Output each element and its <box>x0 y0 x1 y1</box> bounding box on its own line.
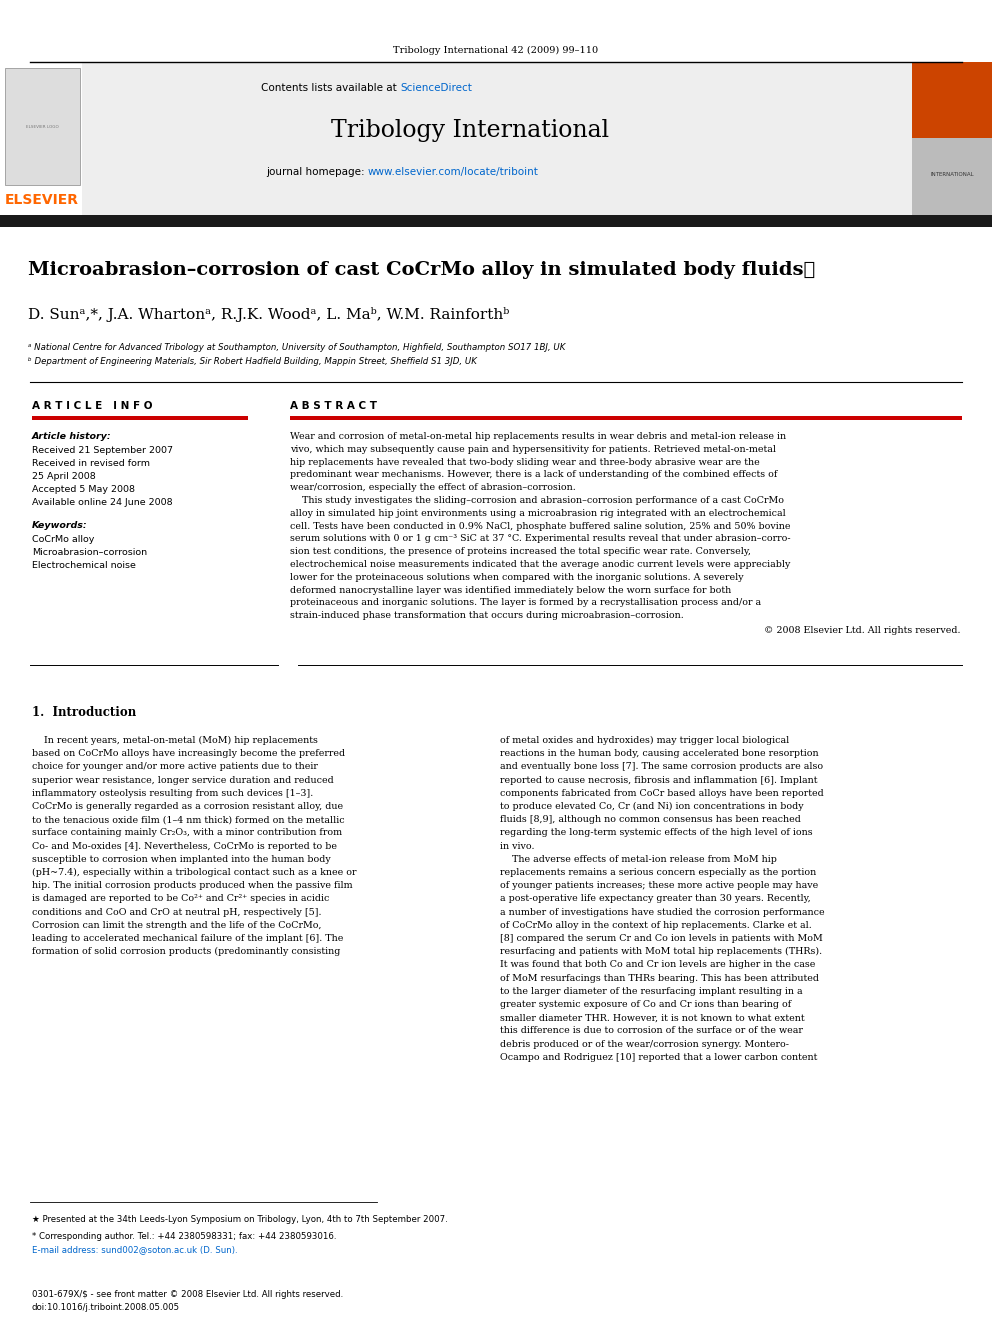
Text: 0301-679X/$ - see front matter © 2008 Elsevier Ltd. All rights reserved.: 0301-679X/$ - see front matter © 2008 El… <box>32 1290 343 1299</box>
Text: © 2008 Elsevier Ltd. All rights reserved.: © 2008 Elsevier Ltd. All rights reserved… <box>764 626 960 635</box>
Bar <box>32 415 248 419</box>
Text: Available online 24 June 2008: Available online 24 June 2008 <box>32 497 173 507</box>
Text: The adverse effects of metal-ion release from MoM hip: The adverse effects of metal-ion release… <box>500 855 777 864</box>
Text: sion test conditions, the presence of proteins increased the total specific wear: sion test conditions, the presence of pr… <box>290 548 751 556</box>
Bar <box>0 62 82 216</box>
Text: I N T E R N A T I O N A L: I N T E R N A T I O N A L <box>923 110 981 115</box>
Text: * Corresponding author. Tel.: +44 2380598331; fax: +44 2380593016.: * Corresponding author. Tel.: +44 238059… <box>32 1232 336 1241</box>
Text: surface containing mainly Cr₂O₃, with a minor contribution from: surface containing mainly Cr₂O₃, with a … <box>32 828 342 837</box>
Text: alloy in simulated hip joint environments using a microabrasion rig integrated w: alloy in simulated hip joint environment… <box>290 509 786 517</box>
Text: vivo, which may subsequently cause pain and hypersensitivity for patients. Retri: vivo, which may subsequently cause pain … <box>290 445 776 454</box>
Text: ELSEVIER LOGO: ELSEVIER LOGO <box>26 124 59 130</box>
Text: Co- and Mo-oxides [4]. Nevertheless, CoCrMo is reported to be: Co- and Mo-oxides [4]. Nevertheless, CoC… <box>32 841 337 851</box>
Text: In recent years, metal-on-metal (MoM) hip replacements: In recent years, metal-on-metal (MoM) hi… <box>32 736 317 745</box>
Text: D. Sunᵃ,*, J.A. Whartonᵃ, R.J.K. Woodᵃ, L. Maᵇ, W.M. Rainforthᵇ: D. Sunᵃ,*, J.A. Whartonᵃ, R.J.K. Woodᵃ, … <box>28 307 509 323</box>
Text: Wear and corrosion of metal-on-metal hip replacements results in wear debris and: Wear and corrosion of metal-on-metal hip… <box>290 433 786 441</box>
Text: Microabrasion–corrosion: Microabrasion–corrosion <box>32 548 147 557</box>
Text: Contents lists available at: Contents lists available at <box>261 83 400 93</box>
Text: www.elsevier.com/locate/triboint: www.elsevier.com/locate/triboint <box>368 167 539 177</box>
Text: smaller diameter THR. However, it is not known to what extent: smaller diameter THR. However, it is not… <box>500 1013 805 1023</box>
Text: Ocampo and Rodriguez [10] reported that a lower carbon content: Ocampo and Rodriguez [10] reported that … <box>500 1053 817 1062</box>
Text: hip replacements have revealed that two-body sliding wear and three-body abrasiv: hip replacements have revealed that two-… <box>290 458 760 467</box>
Text: in vivo.: in vivo. <box>500 841 535 851</box>
Text: ScienceDirect: ScienceDirect <box>400 83 472 93</box>
Text: debris produced or of the wear/corrosion synergy. Montero-: debris produced or of the wear/corrosion… <box>500 1040 789 1049</box>
Text: inflammatory osteolysis resulting from such devices [1–3].: inflammatory osteolysis resulting from s… <box>32 789 313 798</box>
Text: Corrosion can limit the strength and the life of the CoCrMo,: Corrosion can limit the strength and the… <box>32 921 321 930</box>
Text: TRIBOLOGY: TRIBOLOGY <box>921 91 983 101</box>
Text: of younger patients increases; these more active people may have: of younger patients increases; these mor… <box>500 881 818 890</box>
Text: fluids [8,9], although no common consensus has been reached: fluids [8,9], although no common consens… <box>500 815 801 824</box>
Text: to produce elevated Co, Cr (and Ni) ion concentrations in body: to produce elevated Co, Cr (and Ni) ion … <box>500 802 804 811</box>
Text: replacements remains a serious concern especially as the portion: replacements remains a serious concern e… <box>500 868 816 877</box>
Text: ★ Presented at the 34th Leeds-Lyon Symposium on Tribology, Lyon, 4th to 7th Sept: ★ Presented at the 34th Leeds-Lyon Sympo… <box>32 1215 447 1224</box>
Text: resurfacing and patients with MoM total hip replacements (THRs).: resurfacing and patients with MoM total … <box>500 947 822 957</box>
Text: (pH~7.4), especially within a tribological contact such as a knee or: (pH~7.4), especially within a tribologic… <box>32 868 356 877</box>
Text: Microabrasion–corrosion of cast CoCrMo alloy in simulated body fluids★: Microabrasion–corrosion of cast CoCrMo a… <box>28 261 815 279</box>
Text: CoCrMo is generally regarded as a corrosion resistant alloy, due: CoCrMo is generally regarded as a corros… <box>32 802 343 811</box>
Text: reactions in the human body, causing accelerated bone resorption: reactions in the human body, causing acc… <box>500 749 818 758</box>
Text: cell. Tests have been conducted in 0.9% NaCl, phosphate buffered saline solution: cell. Tests have been conducted in 0.9% … <box>290 521 791 531</box>
Text: a number of investigations have studied the corrosion performance: a number of investigations have studied … <box>500 908 824 917</box>
Text: based on CoCrMo alloys have increasingly become the preferred: based on CoCrMo alloys have increasingly… <box>32 749 345 758</box>
Text: and eventually bone loss [7]. The same corrosion products are also: and eventually bone loss [7]. The same c… <box>500 762 823 771</box>
Bar <box>912 62 992 138</box>
Text: regarding the long-term systemic effects of the high level of ions: regarding the long-term systemic effects… <box>500 828 812 837</box>
Text: This study investigates the sliding–corrosion and abrasion–corrosion performance: This study investigates the sliding–corr… <box>290 496 784 505</box>
Text: Received in revised form: Received in revised form <box>32 459 150 468</box>
Text: CoCrMo alloy: CoCrMo alloy <box>32 534 94 544</box>
Text: of CoCrMo alloy in the context of hip replacements. Clarke et al.: of CoCrMo alloy in the context of hip re… <box>500 921 811 930</box>
Text: of metal oxides and hydroxides) may trigger local biological: of metal oxides and hydroxides) may trig… <box>500 736 790 745</box>
Text: predominant wear mechanisms. However, there is a lack of understanding of the co: predominant wear mechanisms. However, th… <box>290 471 778 479</box>
Text: susceptible to corrosion when implanted into the human body: susceptible to corrosion when implanted … <box>32 855 330 864</box>
Text: reported to cause necrosis, fibrosis and inflammation [6]. Implant: reported to cause necrosis, fibrosis and… <box>500 775 817 785</box>
Text: [8] compared the serum Cr and Co ion levels in patients with MoM: [8] compared the serum Cr and Co ion lev… <box>500 934 822 943</box>
Text: greater systemic exposure of Co and Cr ions than bearing of: greater systemic exposure of Co and Cr i… <box>500 1000 792 1009</box>
Text: this difference is due to corrosion of the surface or of the wear: this difference is due to corrosion of t… <box>500 1027 803 1036</box>
Text: Tribology International 42 (2009) 99–110: Tribology International 42 (2009) 99–110 <box>394 45 598 54</box>
Text: to the tenacious oxide film (1–4 nm thick) formed on the metallic: to the tenacious oxide film (1–4 nm thic… <box>32 815 344 824</box>
Text: Keywords:: Keywords: <box>32 521 87 531</box>
Bar <box>290 415 962 419</box>
Text: electrochemical noise measurements indicated that the average anodic current lev: electrochemical noise measurements indic… <box>290 560 791 569</box>
Text: leading to accelerated mechanical failure of the implant [6]. The: leading to accelerated mechanical failur… <box>32 934 343 943</box>
Text: deformed nanocrystalline layer was identified immediately below the worn surface: deformed nanocrystalline layer was ident… <box>290 586 731 594</box>
Text: A B S T R A C T: A B S T R A C T <box>290 401 377 411</box>
Text: 25 April 2008: 25 April 2008 <box>32 472 96 482</box>
Text: strain-induced phase transformation that occurs during microabrasion–corrosion.: strain-induced phase transformation that… <box>290 611 683 620</box>
Text: doi:10.1016/j.triboint.2008.05.005: doi:10.1016/j.triboint.2008.05.005 <box>32 1303 181 1312</box>
Text: hip. The initial corrosion products produced when the passive film: hip. The initial corrosion products prod… <box>32 881 352 890</box>
Text: ᵇ Department of Engineering Materials, Sir Robert Hadfield Building, Mappin Stre: ᵇ Department of Engineering Materials, S… <box>28 357 477 366</box>
Text: superior wear resistance, longer service duration and reduced: superior wear resistance, longer service… <box>32 775 333 785</box>
Text: ᵃ National Centre for Advanced Tribology at Southampton, University of Southampt: ᵃ National Centre for Advanced Tribology… <box>28 344 565 352</box>
Text: choice for younger and/or more active patients due to their: choice for younger and/or more active pa… <box>32 762 317 771</box>
Text: It was found that both Co and Cr ion levels are higher in the case: It was found that both Co and Cr ion lev… <box>500 960 815 970</box>
Text: components fabricated from CoCr based alloys have been reported: components fabricated from CoCr based al… <box>500 789 823 798</box>
Text: a post-operative life expectancy greater than 30 years. Recently,: a post-operative life expectancy greater… <box>500 894 810 904</box>
Text: Electrochemical noise: Electrochemical noise <box>32 561 136 570</box>
Text: INTERNATIONAL: INTERNATIONAL <box>930 172 974 177</box>
Text: 1.  Introduction: 1. Introduction <box>32 706 136 718</box>
Text: Article history:: Article history: <box>32 433 112 441</box>
Text: Accepted 5 May 2008: Accepted 5 May 2008 <box>32 486 135 493</box>
Text: Received 21 September 2007: Received 21 September 2007 <box>32 446 173 455</box>
Text: of MoM resurfacings than THRs bearing. This has been attributed: of MoM resurfacings than THRs bearing. T… <box>500 974 819 983</box>
Bar <box>5 67 80 185</box>
Text: formation of solid corrosion products (predominantly consisting: formation of solid corrosion products (p… <box>32 947 340 957</box>
Text: wear/corrosion, especially the effect of abrasion–corrosion.: wear/corrosion, especially the effect of… <box>290 483 575 492</box>
Text: A R T I C L E   I N F O: A R T I C L E I N F O <box>32 401 153 411</box>
Text: proteinaceous and inorganic solutions. The layer is formed by a recrystallisatio: proteinaceous and inorganic solutions. T… <box>290 598 761 607</box>
Text: is damaged are reported to be Co²⁺ and Cr²⁺ species in acidic: is damaged are reported to be Co²⁺ and C… <box>32 894 329 904</box>
Bar <box>0 62 992 216</box>
Text: serum solutions with 0 or 1 g cm⁻³ SiC at 37 °C. Experimental results reveal tha: serum solutions with 0 or 1 g cm⁻³ SiC a… <box>290 534 791 544</box>
Text: journal homepage:: journal homepage: <box>266 167 368 177</box>
Text: to the larger diameter of the resurfacing implant resulting in a: to the larger diameter of the resurfacin… <box>500 987 803 996</box>
Text: Tribology International: Tribology International <box>331 119 609 142</box>
Text: E-mail address: sund002@soton.ac.uk (D. Sun).: E-mail address: sund002@soton.ac.uk (D. … <box>32 1245 238 1254</box>
Bar <box>0 216 992 228</box>
Text: ELSEVIER: ELSEVIER <box>5 193 79 206</box>
Text: lower for the proteinaceous solutions when compared with the inorganic solutions: lower for the proteinaceous solutions wh… <box>290 573 744 582</box>
Text: conditions and CoO and CrO at neutral pH, respectively [5].: conditions and CoO and CrO at neutral pH… <box>32 908 321 917</box>
Bar <box>912 62 992 216</box>
